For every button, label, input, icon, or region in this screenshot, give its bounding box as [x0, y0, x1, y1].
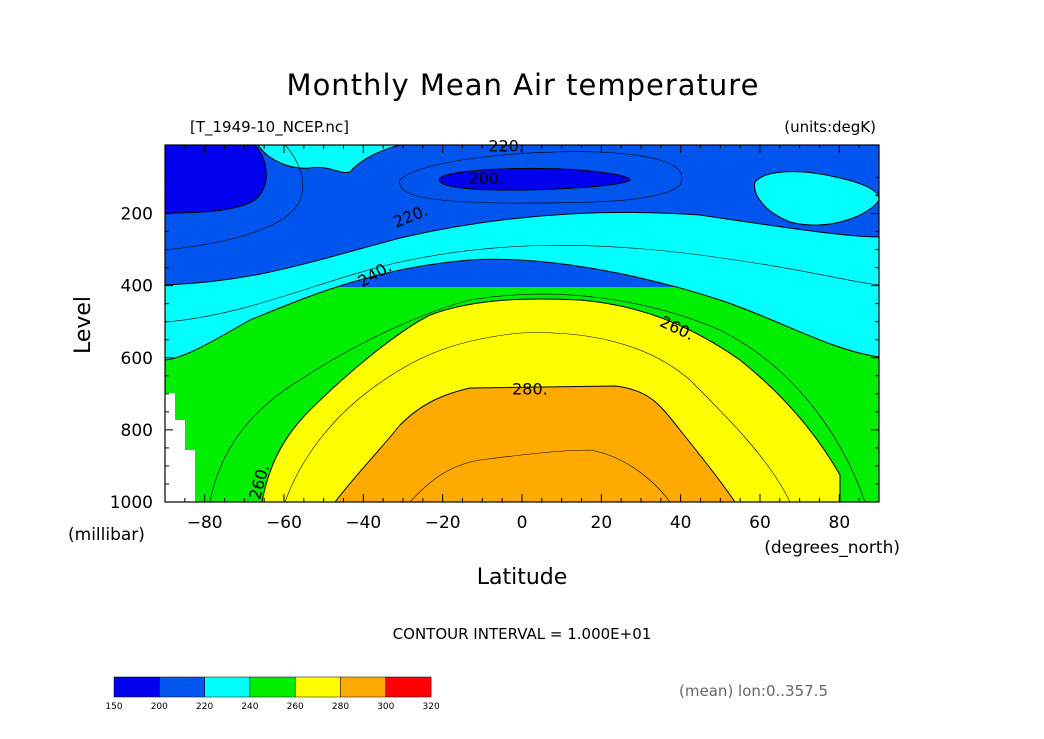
- x-tick-label: −40: [345, 513, 381, 533]
- x-tick-label: −80: [187, 513, 223, 533]
- colorbar-level-label: 280: [332, 702, 349, 712]
- colorbar-level-label: 260: [287, 702, 304, 712]
- isoline-250: [209, 293, 866, 502]
- isoline-210: [399, 151, 683, 204]
- colorbar-swatch: [385, 676, 432, 698]
- x-tick-labels: −80 −60 −40 −20 0 20 40 60 80: [187, 513, 850, 533]
- band-180-200: [165, 145, 267, 213]
- band-280-300: [335, 386, 735, 502]
- contour-label: 280.: [512, 380, 548, 399]
- band-220-240-upper-left: [258, 145, 400, 173]
- isoline-220-left: [257, 145, 401, 174]
- band-220-240: [165, 212, 879, 360]
- y-tick-labels: 200 400 600 800 1000: [110, 205, 153, 513]
- white-gap-left: [165, 393, 195, 502]
- y-tick-label: 800: [121, 421, 153, 441]
- y-axis-label: Level: [71, 296, 96, 354]
- colorbar-level-label: 220: [196, 702, 213, 712]
- isoline-210-left: [165, 145, 304, 251]
- colorbar-swatch: [294, 676, 341, 698]
- x-tick-label: 80: [829, 513, 851, 533]
- colorbar-level-label: 320: [423, 702, 440, 712]
- isoline-280: [334, 385, 736, 502]
- x-units-label: (degrees_north): [764, 538, 900, 558]
- y-units-label: (millibar): [68, 525, 145, 545]
- x-tick-label: 60: [749, 513, 771, 533]
- x-tick-label: 0: [517, 513, 528, 533]
- chart-title: Monthly Mean Air temperature: [287, 68, 760, 102]
- contour-label: 220.: [488, 136, 524, 155]
- isoline-230: [165, 245, 879, 323]
- y-tick-label: 600: [121, 349, 153, 369]
- colorbar-swatch: [159, 676, 205, 698]
- colorbar-swatch: [249, 676, 296, 698]
- x-tick-label: −20: [425, 513, 461, 533]
- mean-longitude-note: (mean) lon:0..357.5: [679, 682, 828, 700]
- x-tick-label: 20: [591, 513, 613, 533]
- colorbar-level-label: 200: [151, 702, 168, 712]
- y-tick-label: 1000: [110, 493, 153, 513]
- x-tick-label: −60: [266, 513, 302, 533]
- colorbar-level-label: 300: [377, 702, 394, 712]
- isoline-240: [165, 258, 879, 361]
- contour-label: 200.: [468, 169, 504, 188]
- y-tick-label: 400: [121, 277, 153, 297]
- colorbar-swatch: [204, 676, 251, 698]
- isoline-200-top: [439, 167, 631, 191]
- colorbar-labels: 150 200 220 240 260 280 300 320: [105, 702, 440, 712]
- axis-ticks: [164, 145, 880, 503]
- isoline-200-left: [165, 145, 267, 214]
- colorbar-level-label: 240: [241, 702, 258, 712]
- isoline-290: [409, 449, 671, 502]
- x-axis-label: Latitude: [477, 565, 568, 590]
- colorbar-level-label: 150: [105, 702, 122, 712]
- isoline-260: [261, 298, 841, 502]
- y-tick-label: 200: [121, 205, 153, 225]
- units-label: (units:degK): [784, 118, 876, 136]
- colorbar-swatch: [340, 676, 387, 698]
- band-220-240-upper-right: [754, 171, 879, 225]
- x-tick-label: 40: [670, 513, 692, 533]
- contour-fill: [165, 145, 879, 502]
- isoline-270: [284, 332, 791, 502]
- contour-interval-text: CONTOUR INTERVAL = 1.000E+01: [393, 625, 652, 643]
- isoline-220: [165, 211, 879, 286]
- band-180-200-top: [439, 168, 630, 190]
- colorbar-swatch: [113, 676, 160, 698]
- source-file-label: [T_1949-10_NCEP.nc]: [190, 118, 349, 137]
- colorbar: [113, 676, 432, 698]
- contour-lines: [165, 145, 879, 502]
